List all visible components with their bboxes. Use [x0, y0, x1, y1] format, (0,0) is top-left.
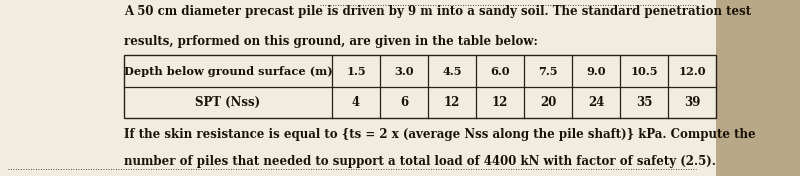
Text: 7.5: 7.5: [538, 65, 558, 77]
Text: 3.0: 3.0: [394, 65, 414, 77]
Text: 12: 12: [444, 96, 460, 109]
Text: number of piles that needed to support a total load of 4400 kN with factor of sa: number of piles that needed to support a…: [124, 155, 716, 168]
Text: 12: 12: [492, 96, 508, 109]
Text: 6.0: 6.0: [490, 65, 510, 77]
Text: 10.5: 10.5: [630, 65, 658, 77]
Text: If the skin resistance is equal to {ts = 2 x (average Nss along the pile shaft)}: If the skin resistance is equal to {ts =…: [124, 128, 756, 142]
Text: 4: 4: [352, 96, 360, 109]
Text: 6: 6: [400, 96, 408, 109]
Text: 9.0: 9.0: [586, 65, 606, 77]
Text: 4.5: 4.5: [442, 65, 462, 77]
Bar: [0, 0, 716, 176]
Text: 20: 20: [540, 96, 556, 109]
Text: 12.0: 12.0: [678, 65, 706, 77]
Bar: [704, 0, 800, 176]
Text: 1.5: 1.5: [346, 65, 366, 77]
Text: Depth below ground surface (m): Depth below ground surface (m): [124, 65, 332, 77]
Text: A 50 cm diameter precast pile is driven by 9 m into a sandy soil. The standard p: A 50 cm diameter precast pile is driven …: [124, 5, 751, 18]
Text: 39: 39: [684, 96, 700, 109]
Text: SPT (Nss): SPT (Nss): [195, 96, 261, 109]
Bar: [124, 55, 716, 118]
Text: 35: 35: [636, 96, 652, 109]
Text: 24: 24: [588, 96, 604, 109]
Text: results, prformed on this ground, are given in the table below:: results, prformed on this ground, are gi…: [124, 35, 538, 48]
